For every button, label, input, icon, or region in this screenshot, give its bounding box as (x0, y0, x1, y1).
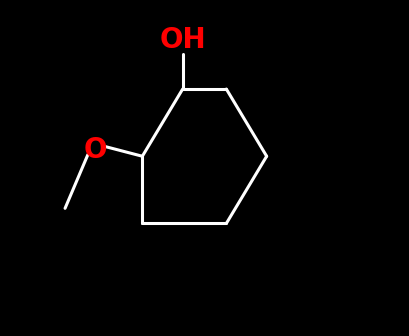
Text: O: O (83, 135, 107, 164)
Text: OH: OH (160, 26, 206, 54)
